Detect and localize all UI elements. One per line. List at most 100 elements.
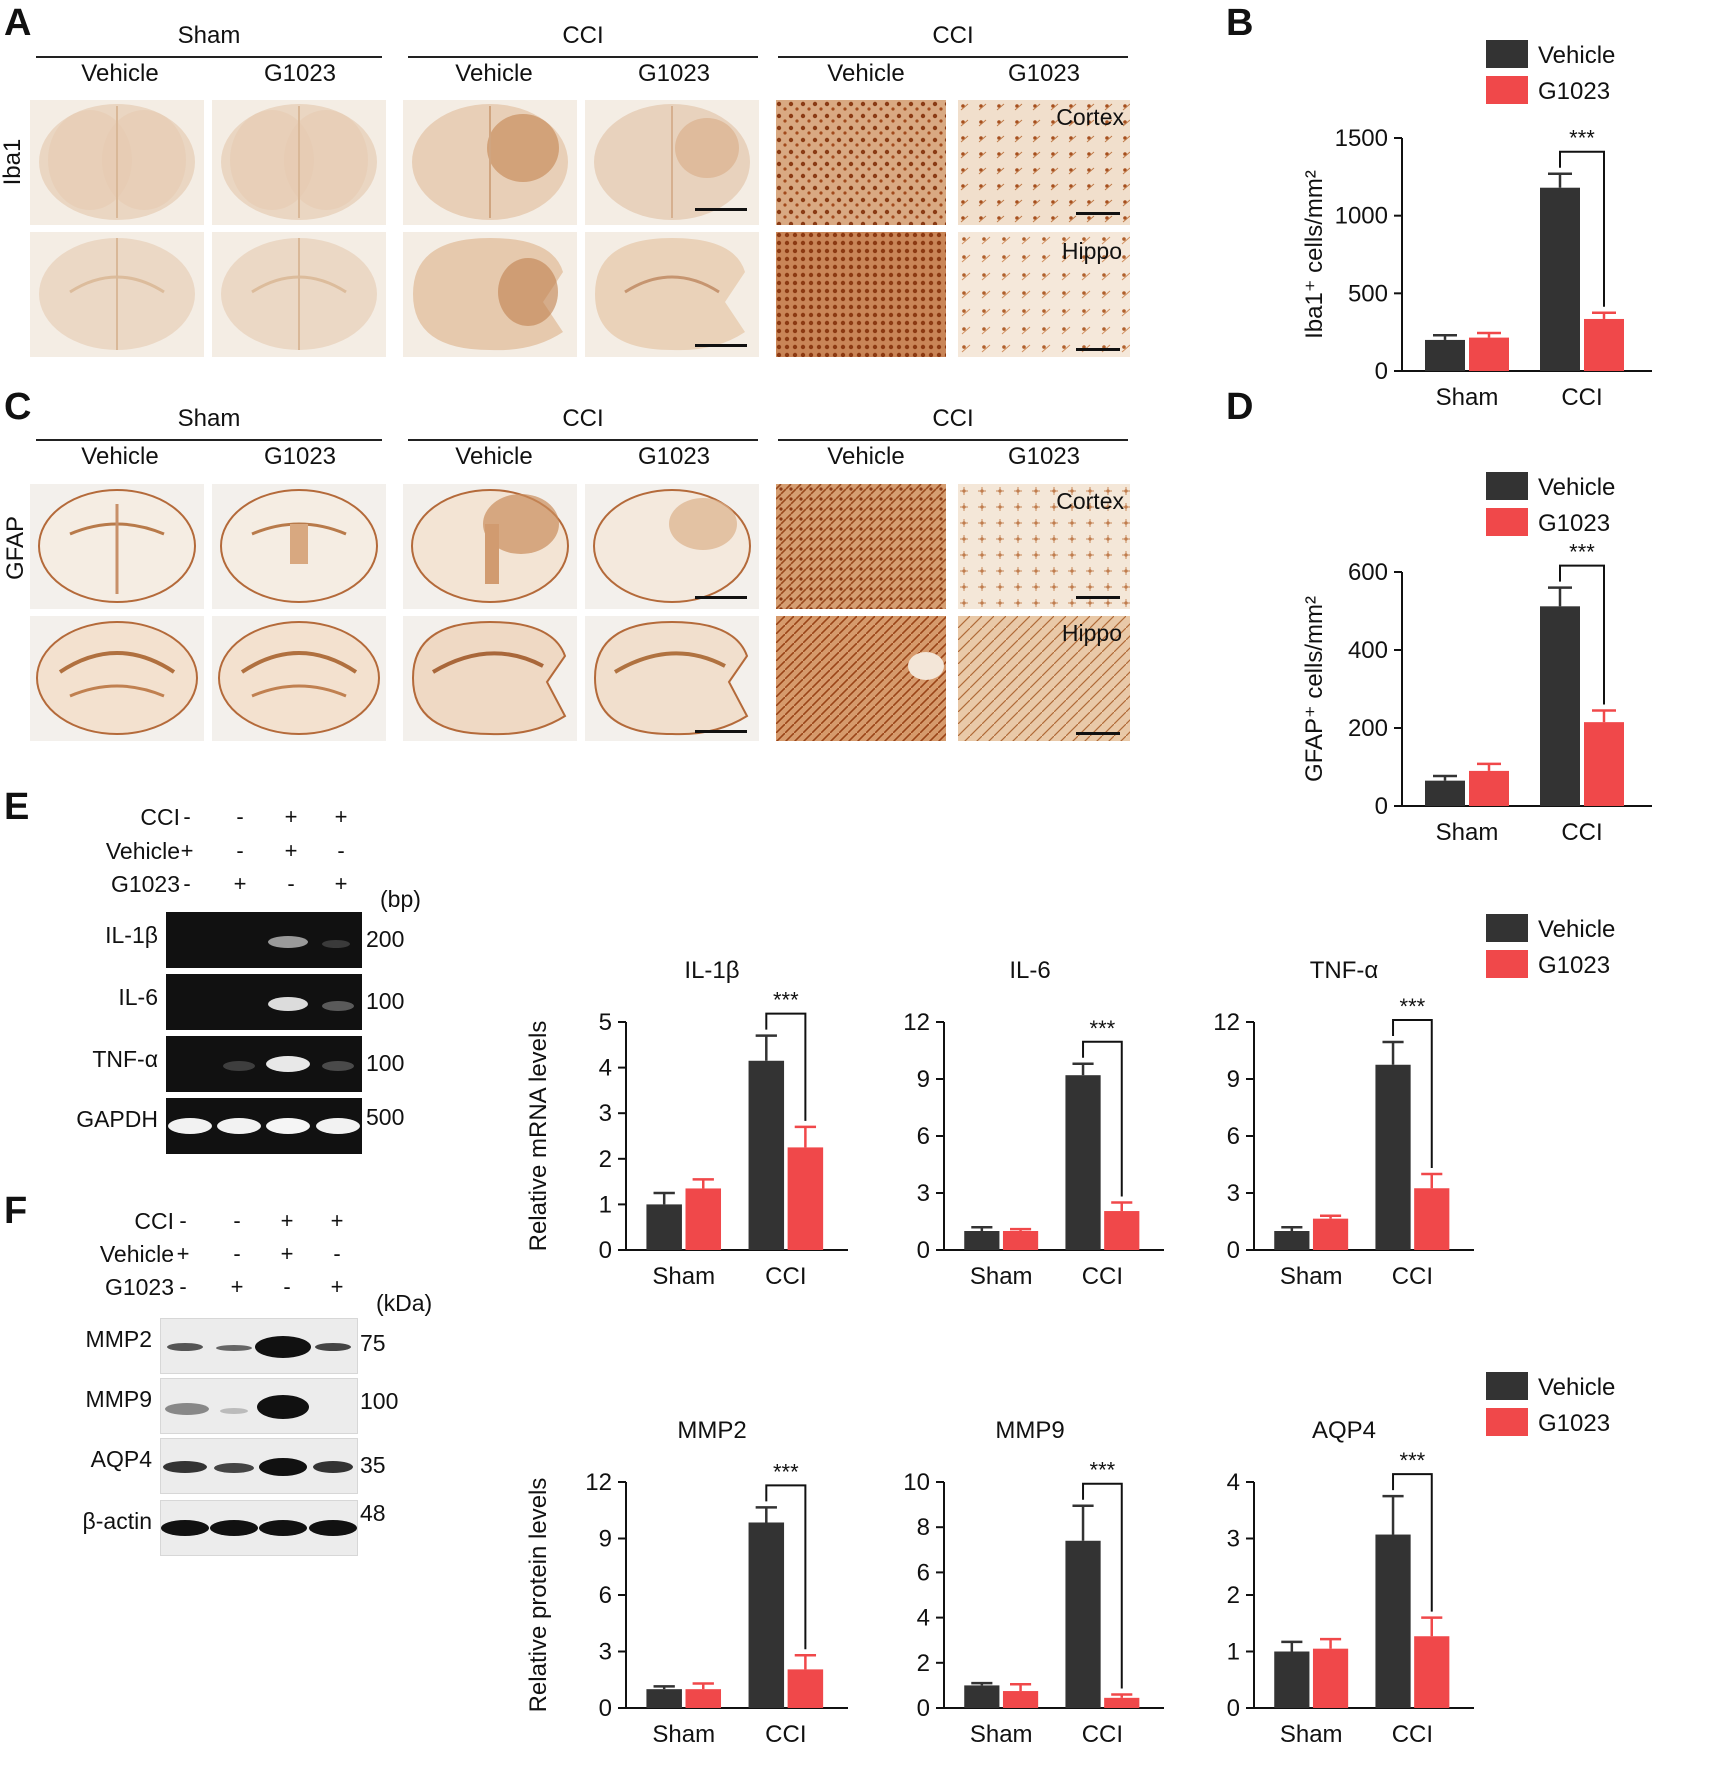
- bar-g1023: [787, 1147, 824, 1250]
- x-category-label: CCI: [1561, 384, 1602, 411]
- y-tick-label: 6: [917, 1123, 930, 1150]
- band-label: TNF-α: [92, 1046, 158, 1072]
- lane-row-label: Vehicle: [105, 838, 180, 864]
- size-unit: (bp): [380, 886, 421, 912]
- legend-swatch: [1486, 40, 1528, 68]
- y-tick-label: 0: [1375, 358, 1388, 385]
- blot-strip-aqp4: [160, 1438, 358, 1494]
- sub-header: G1023: [637, 60, 711, 87]
- scale-bar: [1076, 732, 1120, 735]
- x-category-label: Sham: [1280, 1721, 1343, 1748]
- chart-title: IL-1β: [684, 957, 739, 984]
- bar-g1023: [685, 1689, 722, 1708]
- sub-header: Vehicle: [81, 443, 159, 470]
- y-tick-label: 2: [1227, 1582, 1240, 1609]
- y-axis-label: Iba1⁺ cells/mm²: [1301, 170, 1328, 339]
- y-tick-label: 6: [1227, 1123, 1240, 1150]
- significance-stars: ***: [773, 1459, 799, 1484]
- lane-mark: +: [284, 804, 298, 829]
- y-tick-label: 2: [599, 1146, 612, 1173]
- x-category-label: CCI: [1392, 1263, 1433, 1290]
- panel-letter-a: A: [4, 2, 32, 44]
- lane-mark: -: [183, 804, 191, 829]
- x-category-label: Sham: [970, 1721, 1033, 1748]
- y-tick-label: 12: [903, 1009, 930, 1036]
- chart-title: TNF-α: [1310, 957, 1379, 984]
- significance-bracket: [1392, 1018, 1433, 1168]
- bar-vehicle: [964, 1231, 1000, 1250]
- gel-strip-tnfa: [166, 1036, 362, 1092]
- lane-mark: -: [236, 838, 244, 863]
- lane-mark: -: [337, 838, 345, 863]
- brain-section-image: [403, 484, 577, 609]
- band-size: 200: [366, 926, 405, 952]
- y-tick-label: 1: [1227, 1639, 1240, 1666]
- lane-mark: -: [233, 1241, 241, 1266]
- band-label: IL-6: [118, 984, 158, 1010]
- y-tick-label: 500: [1348, 280, 1388, 307]
- chart-title: AQP4: [1312, 1417, 1376, 1444]
- y-tick-label: 0: [599, 1237, 612, 1264]
- bar-vehicle: [1540, 187, 1580, 371]
- y-tick-label: 0: [599, 1695, 612, 1722]
- x-category-label: Sham: [1436, 819, 1499, 846]
- y-tick-label: 200: [1348, 715, 1388, 742]
- legend-swatch: [1486, 76, 1528, 104]
- sub-header: G1023: [263, 443, 337, 470]
- y-tick-label: 9: [917, 1066, 930, 1093]
- sub-header: G1023: [263, 60, 337, 87]
- legend-label: Vehicle: [1538, 474, 1615, 501]
- sub-header: Vehicle: [827, 443, 905, 470]
- x-category-label: CCI: [765, 1721, 806, 1748]
- legend-swatch: [1486, 914, 1528, 942]
- y-tick-label: 3: [1227, 1526, 1240, 1553]
- x-category-label: Sham: [652, 1263, 715, 1290]
- lane-mark: +: [280, 1241, 294, 1266]
- bar-vehicle: [1375, 1064, 1411, 1250]
- brain-section-image: [30, 100, 204, 225]
- significance-stars: ***: [1569, 540, 1595, 565]
- group-header-cci-magnified: CCI: [932, 22, 974, 49]
- brain-section-image: [403, 100, 577, 225]
- micrograph-cortex-vehicle: [776, 100, 946, 225]
- lane-mark: -: [179, 1274, 187, 1299]
- group-header-cci: CCI: [562, 405, 604, 432]
- region-label-cortex: Cortex: [1056, 488, 1124, 514]
- scale-bar: [1076, 348, 1120, 351]
- significance-stars: ***: [1569, 126, 1595, 151]
- bar-g1023: [1312, 1218, 1349, 1250]
- band-size: 100: [360, 1388, 399, 1414]
- panel-letter-e: E: [4, 786, 30, 828]
- size-unit: (kDa): [376, 1290, 433, 1316]
- significance-bracket: [1082, 1040, 1123, 1197]
- legend-swatch: [1486, 472, 1528, 500]
- bar-g1023: [1414, 1636, 1450, 1708]
- micrograph-cortex-vehicle: [776, 484, 946, 609]
- lane-row-label: Vehicle: [99, 1241, 174, 1267]
- legend-swatch: [1486, 508, 1528, 536]
- lane-mark: +: [230, 1274, 244, 1299]
- bar-g1023: [1312, 1648, 1349, 1708]
- micrograph-cortex-g1023: Cortex: [958, 100, 1130, 225]
- lane-mark: +: [330, 1274, 344, 1299]
- y-tick-label: 400: [1348, 637, 1388, 664]
- lane-mark: +: [334, 871, 348, 896]
- lane-mark: +: [330, 1208, 344, 1233]
- y-tick-label: 600: [1348, 559, 1388, 586]
- bar-vehicle: [1274, 1651, 1310, 1708]
- scale-bar: [695, 208, 747, 211]
- lane-row-label: CCI: [140, 804, 180, 830]
- micrograph-hippo-g1023: Hippo: [958, 616, 1130, 741]
- y-tick-label: 12: [1213, 1009, 1240, 1036]
- x-category-label: CCI: [765, 1263, 806, 1290]
- scale-bar: [695, 596, 747, 599]
- sub-header: Vehicle: [81, 60, 159, 87]
- x-category-label: Sham: [1280, 1263, 1343, 1290]
- legend-label: Vehicle: [1538, 1374, 1615, 1401]
- sub-header: Vehicle: [827, 60, 905, 87]
- group-header-cci-magnified: CCI: [932, 405, 974, 432]
- legend-label: G1023: [1538, 78, 1610, 105]
- micrograph-hippo-g1023: Hippo: [958, 232, 1130, 357]
- lane-mark: +: [284, 838, 298, 863]
